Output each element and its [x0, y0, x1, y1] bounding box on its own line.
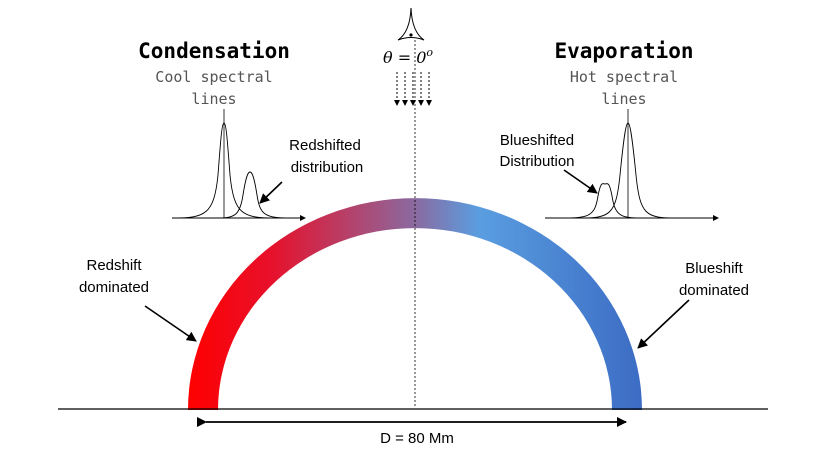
- redshifted-arrow: [259, 181, 283, 204]
- condensation-subtitle-line1: Cool spectral: [155, 68, 272, 86]
- evaporation-title: Evaporation: [554, 39, 693, 63]
- redshift-dominated-line2: dominated: [79, 279, 149, 296]
- blueshifted-gaussian: [564, 183, 641, 219]
- blueshift-dominated-line1: Blueshift: [685, 260, 743, 277]
- eye-icon: [397, 7, 425, 41]
- redshifted-label-line2: distribution: [291, 159, 364, 176]
- blueshift-footpoint-arrow: [637, 299, 690, 349]
- left-spectrum-plot: [171, 109, 306, 221]
- redshifted-label-line1: Redshifted: [289, 137, 361, 154]
- observation-angle-label: θ = 0o: [383, 46, 433, 67]
- condensation-title: Condensation: [138, 39, 290, 63]
- evaporation-subtitle-line2: lines: [601, 90, 646, 108]
- redshifted-gaussian: [217, 171, 291, 219]
- distance-label: D = 80 Mm: [380, 430, 454, 447]
- coronal-loop: [188, 198, 642, 410]
- viewing-direction-arrows: [394, 72, 432, 106]
- redshift-footpoint-arrow: [144, 305, 197, 342]
- blueshift-dominated-line2: dominated: [679, 282, 749, 299]
- condensation-subtitle-line2: lines: [191, 90, 236, 108]
- blueshifted-label-line2: Distribution: [499, 153, 574, 170]
- rest-gaussian: [579, 122, 677, 219]
- blueshifted-arrow: [563, 169, 598, 194]
- right-spectrum-plot: [545, 109, 719, 221]
- redshift-dominated-line1: Redshift: [86, 257, 142, 274]
- evaporation-subtitle-line1: Hot spectral: [570, 68, 678, 86]
- rest-gaussian: [171, 122, 277, 219]
- blueshifted-label-line1: Blueshifted: [500, 132, 574, 149]
